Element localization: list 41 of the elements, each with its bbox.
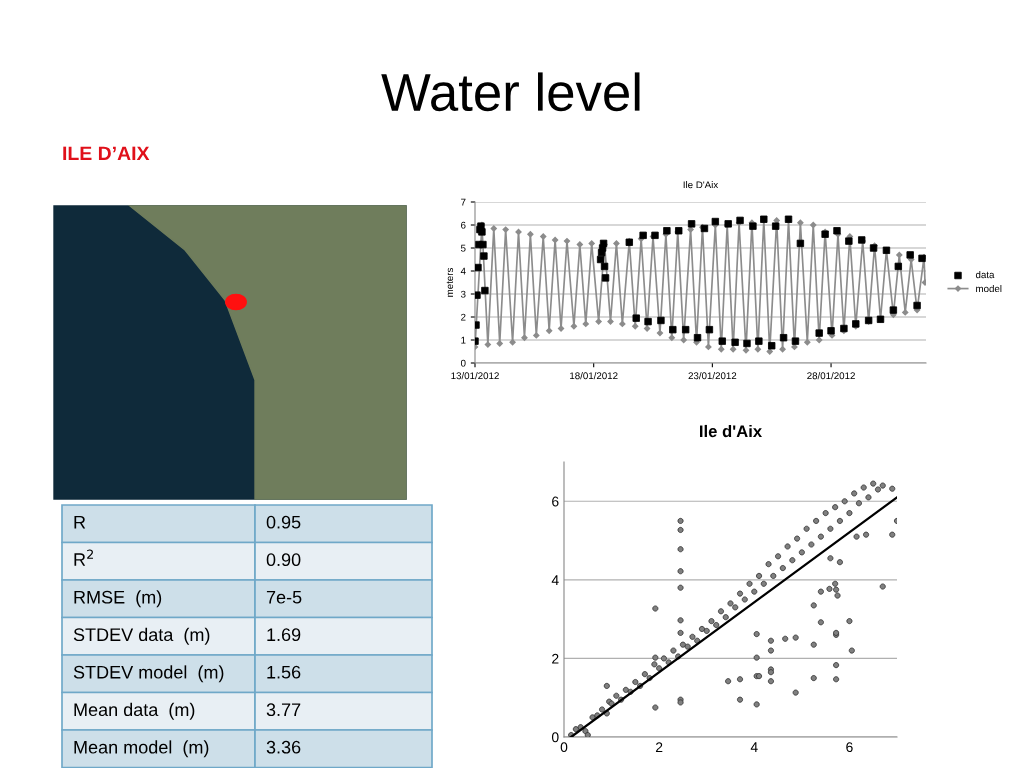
text: Mean data (m) — [74, 702, 195, 720]
y-axis-title: meters — [446, 267, 454, 297]
text: 3.36 — [266, 740, 301, 754]
legend-label: data — [975, 271, 995, 279]
x-tick-label: 2 — [655, 742, 663, 752]
x-tick-label: 0 — [560, 742, 568, 753]
y-tick-label: 3 — [460, 290, 466, 298]
text: 7e-5 — [266, 591, 302, 604]
text: R$^{2}$ — [74, 549, 93, 566]
text: STDEV model (m) — [73, 665, 224, 683]
x-tick-label: 23/01/2012 — [688, 372, 737, 380]
y-tick-label: 4 — [460, 267, 466, 275]
x-tick-label: 4 — [750, 742, 758, 752]
text: 0.95 — [266, 515, 301, 529]
y-tick-label: 0 — [551, 732, 559, 743]
y-tick-label: 7 — [461, 198, 466, 206]
y-tick-label: 5 — [460, 244, 466, 252]
x-tick-label: 13/01/2012 — [451, 372, 499, 380]
x-tick-label: 18/01/2012 — [570, 372, 618, 380]
chart-title: Ile D'Aix — [683, 181, 719, 189]
y-tick-label: 6 — [461, 221, 466, 229]
y-tick-label: 4 — [551, 575, 559, 585]
text: Water level — [381, 72, 640, 112]
x-tick-label: 6 — [846, 742, 853, 753]
x-tick-label: 28/01/2012 — [807, 372, 855, 380]
text: 1.69 — [267, 628, 301, 642]
y-tick-label: 1 — [461, 336, 466, 344]
y-tick-label: 2 — [552, 653, 559, 664]
text: Mean model (m) — [74, 740, 209, 758]
y-tick-label: 6 — [552, 496, 559, 507]
y-tick-label: 0 — [460, 359, 466, 367]
text: STDEV data (m) — [73, 627, 210, 645]
text: 0.90 — [266, 553, 301, 567]
text: ILE D’AIX — [63, 146, 150, 161]
y-tick-label: 2 — [461, 313, 466, 321]
chart-title: Ile d'Aix — [700, 424, 762, 438]
legend-label: model — [976, 284, 1002, 293]
text: RMSE (m) — [74, 590, 162, 608]
text: 1.56 — [267, 665, 301, 679]
text: R — [74, 516, 86, 529]
text: 3.77 — [266, 703, 301, 717]
